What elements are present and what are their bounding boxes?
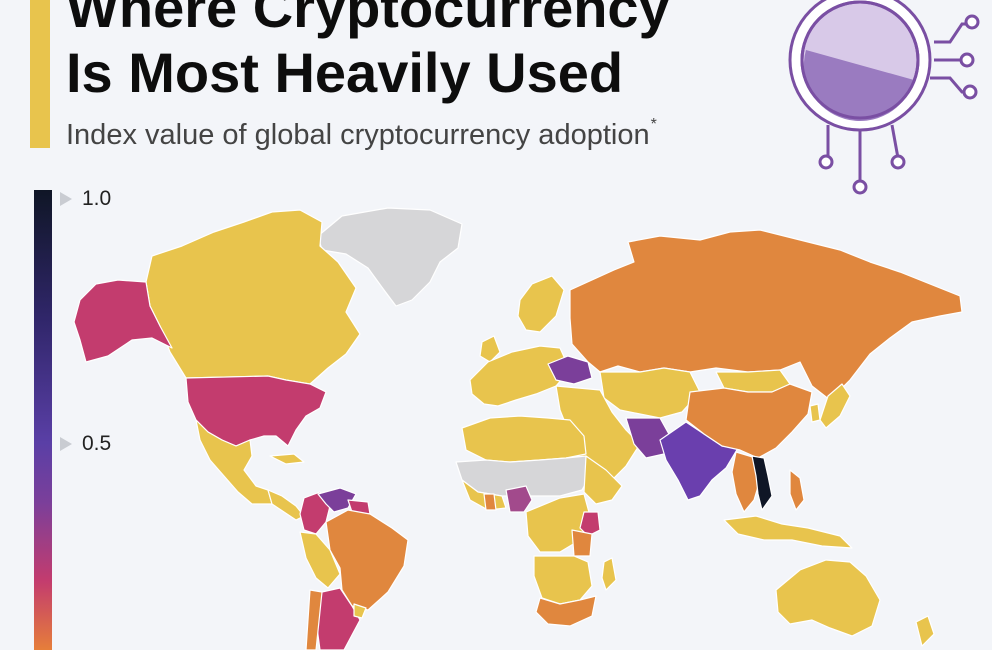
region-uk <box>479 335 501 363</box>
legend-color-scale <box>34 190 52 650</box>
region-vietnam <box>751 455 773 511</box>
region-greenland <box>317 207 463 307</box>
region-tanzania <box>571 529 593 557</box>
legend-tick-label: 1.0 <box>82 187 112 210</box>
legend-tick-mid: 0.5 <box>60 432 111 456</box>
region-indonesia <box>723 515 853 549</box>
region-kenya <box>579 511 601 537</box>
region-central-asia <box>599 367 701 419</box>
region-scandinavia <box>517 275 565 333</box>
title-accent-bar <box>30 0 50 148</box>
region-caribbean <box>269 453 305 465</box>
region-canada <box>145 209 361 385</box>
region-uruguay <box>353 603 367 619</box>
region-chile <box>305 589 323 650</box>
region-new-zealand <box>915 615 935 647</box>
region-korea <box>809 403 821 423</box>
page-title-line-2: Is Most Heavily Used <box>66 41 624 104</box>
region-china <box>685 383 813 459</box>
region-japan <box>819 383 851 429</box>
region-mexico <box>195 419 273 505</box>
region-ukraine <box>547 355 593 385</box>
legend-tick-high: 1.0 <box>60 187 111 211</box>
region-south-africa <box>535 595 597 627</box>
region-peru <box>299 531 341 589</box>
crypto-coin-circuit-icon <box>788 0 980 195</box>
region-central-america <box>267 489 305 521</box>
region-australia <box>775 559 881 637</box>
legend-tick-label: 0.5 <box>82 432 112 455</box>
region-horn-of-africa <box>583 455 623 505</box>
region-southern-africa <box>533 555 593 605</box>
region-philippines <box>789 469 805 511</box>
region-north-africa <box>461 415 587 463</box>
region-madagascar <box>601 557 617 591</box>
subtitle-text: Index value of global cryptocurrency ado… <box>66 119 650 151</box>
footnote-marker: * <box>650 116 657 133</box>
region-alaska <box>73 279 173 363</box>
page-subtitle: Index value of global cryptocurrency ado… <box>66 116 657 152</box>
legend-marker-icon <box>60 437 72 451</box>
region-nigeria <box>505 485 533 513</box>
region-venezuela <box>317 487 357 513</box>
legend-marker-icon <box>60 192 72 206</box>
region-ghana <box>483 493 497 511</box>
region-brazil <box>325 509 409 611</box>
page-title-line-1: Where Cryptocurrency <box>66 0 670 39</box>
region-russia <box>569 229 963 401</box>
